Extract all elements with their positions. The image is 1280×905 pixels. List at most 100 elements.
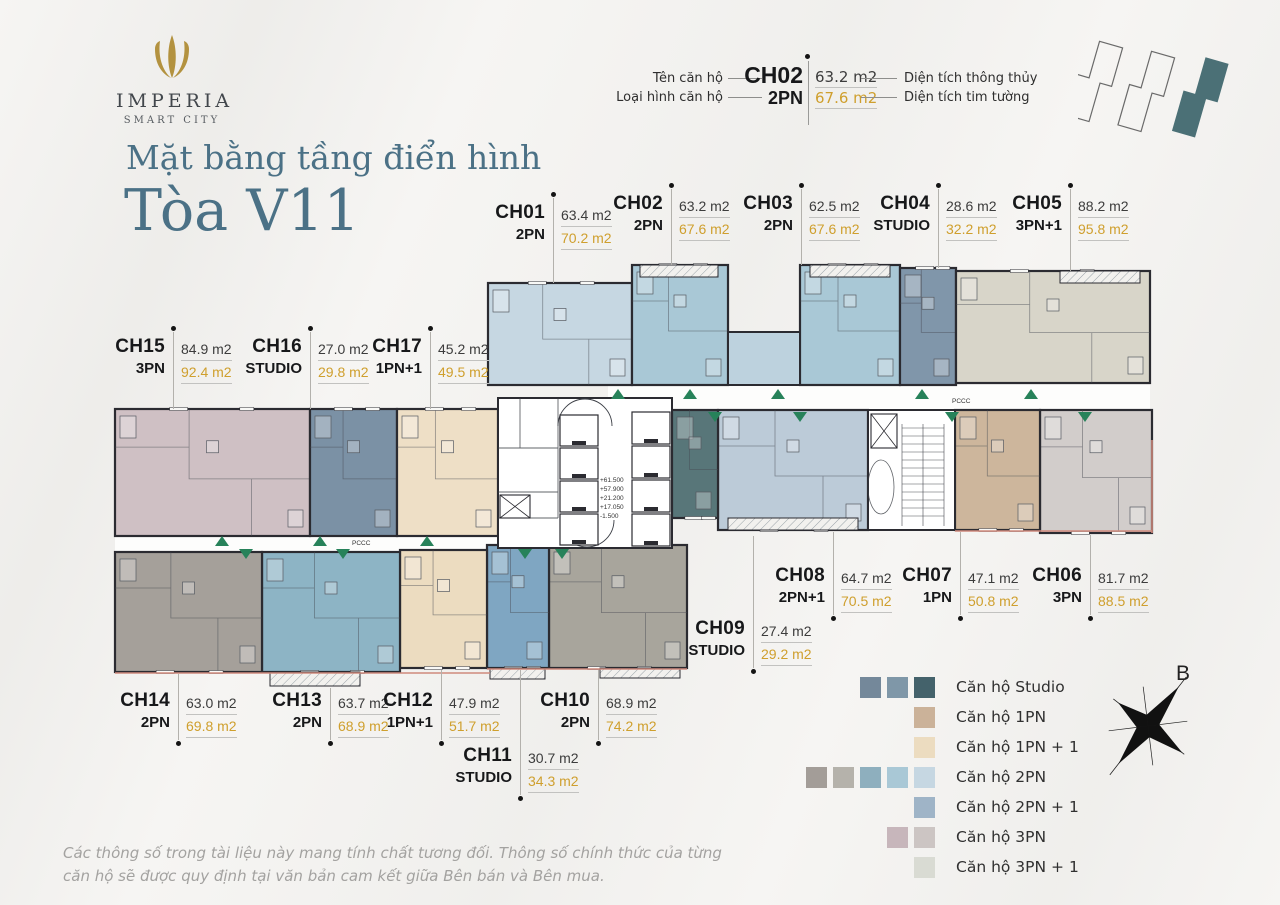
legend-row: Căn hộ 2PN — [690, 762, 1079, 792]
brand-name: IMPERIA — [116, 90, 234, 112]
key-divider — [808, 61, 809, 125]
callout-dot — [751, 669, 756, 674]
unit-CH12 — [398, 548, 489, 670]
legend-swatch — [860, 676, 881, 698]
legend-row: Căn hộ 2PN + 1 — [690, 792, 1079, 822]
legend-swatch — [914, 856, 935, 878]
legend-swatch — [914, 676, 935, 698]
unit-CH06 — [1038, 408, 1154, 535]
balconies — [269, 264, 1141, 687]
callout-dot — [176, 741, 181, 746]
legend-swatch — [914, 766, 935, 788]
corridor-right — [608, 385, 1150, 410]
legend-swatch — [860, 766, 881, 788]
legend-swatch — [887, 826, 908, 848]
key-type-label: Loại hình căn hộ — [616, 90, 723, 105]
key-connector — [861, 78, 897, 79]
callout-leader — [753, 536, 754, 668]
callout-dot — [1068, 183, 1073, 188]
unit-CH17 — [395, 407, 500, 538]
callout-dot — [831, 616, 836, 621]
legend: Căn hộ Studio Căn hộ 1PN Căn hộ 1PN + 1 Căn… — [690, 672, 1079, 882]
callout-leader — [1090, 535, 1091, 615]
rail-accents — [115, 440, 1153, 674]
callout-dot — [596, 741, 601, 746]
callout-leader — [598, 670, 599, 740]
callout-dot — [1088, 616, 1093, 621]
legend-label: Căn hộ 1PN + 1 — [956, 738, 1079, 756]
legend-row: Căn hộ Studio — [690, 672, 1079, 702]
unit-CH09 — [670, 408, 720, 520]
legend-swatch — [914, 736, 935, 758]
unit-CH15 — [113, 407, 312, 538]
callout-dot — [171, 326, 176, 331]
callout-dot — [551, 192, 556, 197]
legend-swatches — [690, 766, 935, 788]
pccc-text: PCCC — [952, 398, 971, 405]
legend-row: Căn hộ 3PN — [690, 822, 1079, 852]
legend-swatch — [887, 766, 908, 788]
unit-CH14 — [113, 550, 264, 674]
callout-dot — [428, 326, 433, 331]
key-net-label: Diện tích thông thủy — [904, 71, 1038, 86]
unit-CH04 — [898, 266, 958, 387]
legend-label: Căn hộ 3PN — [956, 828, 1047, 846]
callout-leader — [960, 532, 961, 615]
legend-swatches — [690, 706, 935, 728]
elevator-core: +61.500 +57.900 +21.200 +17.050 -1.500 — [497, 397, 673, 549]
pccc-text: PCCC — [352, 540, 371, 547]
unit-CH11 — [485, 543, 551, 670]
key-gross-label: Diện tích tim tường — [904, 90, 1030, 105]
callout-leader — [330, 688, 331, 740]
key-dot — [805, 54, 810, 59]
callout-dot — [936, 183, 941, 188]
unit-CH03 — [798, 263, 902, 387]
unit-CH02 — [630, 263, 730, 387]
level-mark: +61.500 — [600, 477, 624, 484]
plan-notch — [727, 331, 801, 386]
legend-swatch — [806, 766, 827, 788]
legend-swatch — [833, 766, 854, 788]
disclaimer: Các thông số trong tài liệu này mang tín… — [63, 844, 722, 886]
level-mark: +21.200 — [600, 495, 624, 502]
callout-dot — [308, 326, 313, 331]
callout-dot — [518, 796, 523, 801]
callout-leader — [1070, 189, 1071, 271]
callout-dot — [439, 741, 444, 746]
callout-leader — [671, 189, 672, 265]
key-name-label: Tên căn hộ — [652, 71, 723, 86]
legend-swatches — [690, 856, 935, 878]
key-unit-type: 2PN — [767, 88, 803, 108]
unit-CH10 — [547, 543, 689, 670]
callout-dot — [958, 616, 963, 621]
callout-dot — [328, 741, 333, 746]
legend-swatch — [914, 796, 935, 818]
unit-CH01 — [486, 281, 634, 387]
callout-leader — [178, 674, 179, 740]
legend-swatches — [690, 826, 935, 848]
compass-label: B — [1176, 662, 1190, 685]
callout-leader — [833, 532, 834, 615]
callout-leader — [310, 332, 311, 409]
callout-leader — [441, 670, 442, 740]
unit-CH07 — [953, 408, 1042, 532]
entrance-triangles — [215, 389, 1092, 559]
key-unit-name: CH02 — [744, 62, 803, 88]
callout-dot — [669, 183, 674, 188]
page-title: Mặt bằng tầng điển hình — [126, 138, 542, 177]
key-area-net: 63.2 m2 — [815, 68, 878, 88]
key-connector — [728, 78, 762, 79]
corridor-left — [115, 536, 498, 552]
legend-swatch — [914, 826, 935, 848]
legend-label: Căn hộ 1PN — [956, 708, 1047, 726]
legend-swatch — [887, 676, 908, 698]
key-connector — [728, 97, 762, 98]
legend-swatches — [690, 736, 935, 758]
callout-leader — [520, 670, 521, 795]
callout-leader — [173, 332, 174, 409]
callout-leader — [553, 198, 554, 283]
callout-leader — [938, 189, 939, 268]
imperia-tulip-logo-icon — [155, 35, 189, 78]
